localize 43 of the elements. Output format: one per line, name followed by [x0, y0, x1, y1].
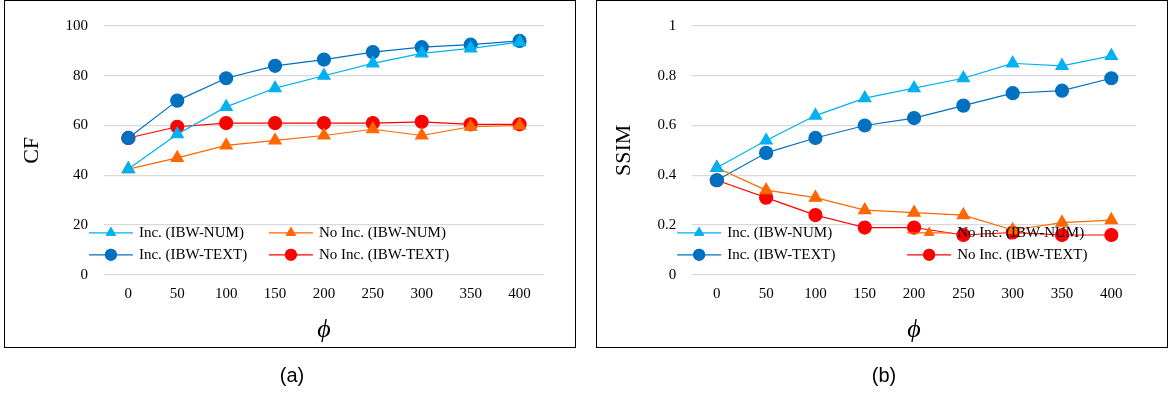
- y-tick-label: 0: [668, 265, 677, 282]
- y-tick-label: 0.2: [657, 215, 677, 232]
- legend-label: Inc. (IBW-TEXT): [727, 245, 836, 263]
- x-tick-label: 150: [853, 284, 877, 301]
- x-tick-label: 350: [459, 284, 482, 301]
- x-tick-label: 100: [804, 284, 827, 301]
- x-tick-label: 200: [902, 284, 926, 301]
- y-tick-label: 100: [65, 16, 88, 33]
- x-tick-label: 100: [214, 284, 238, 301]
- y-tick-label: 0.6: [657, 116, 677, 133]
- text: (b): [870, 364, 898, 387]
- legend-label: Inc. (IBW-NUM): [727, 223, 833, 241]
- x-axis-title: ϕ: [907, 314, 921, 344]
- x-tick-label: 50: [169, 284, 185, 301]
- legend-label: No Inc. (IBW-NUM): [318, 223, 446, 241]
- y-axis-title: CF: [17, 136, 43, 164]
- y-tick-label: 0.4: [657, 166, 677, 183]
- x-tick-label: 350: [1050, 284, 1074, 301]
- y-tick-label: 0: [80, 265, 88, 282]
- x-tick-label: 300: [410, 284, 433, 301]
- y-tick-label: 40: [72, 166, 88, 183]
- x-axis-title: ϕ: [317, 314, 331, 344]
- x-tick-label: 250: [361, 284, 385, 301]
- text: (a): [278, 364, 306, 387]
- y-tick-label: 60: [72, 116, 88, 133]
- y-tick-label: 1: [668, 16, 677, 33]
- legend-label: No Inc. (IBW-TEXT): [318, 245, 450, 263]
- x-tick-label: 150: [263, 284, 287, 301]
- x-tick-label: 50: [758, 284, 774, 301]
- legend-label: Inc. (IBW-NUM): [138, 223, 244, 241]
- legend-label: Inc. (IBW-TEXT): [138, 245, 248, 263]
- x-tick-label: 0: [124, 284, 133, 301]
- x-tick-label: 200: [312, 284, 336, 301]
- y-axis-title: SSIM: [609, 124, 635, 177]
- legend-label: No Inc. (IBW-TEXT): [957, 245, 1088, 263]
- x-tick-label: 0: [713, 284, 721, 301]
- y-tick-label: 0.8: [657, 66, 677, 83]
- x-tick-label: 400: [1100, 284, 1123, 301]
- x-tick-label: 400: [508, 284, 531, 301]
- y-tick-label: 20: [72, 215, 88, 232]
- x-tick-label: 300: [1001, 284, 1024, 301]
- y-tick-label: 80: [72, 66, 88, 83]
- x-tick-label: 250: [952, 284, 975, 301]
